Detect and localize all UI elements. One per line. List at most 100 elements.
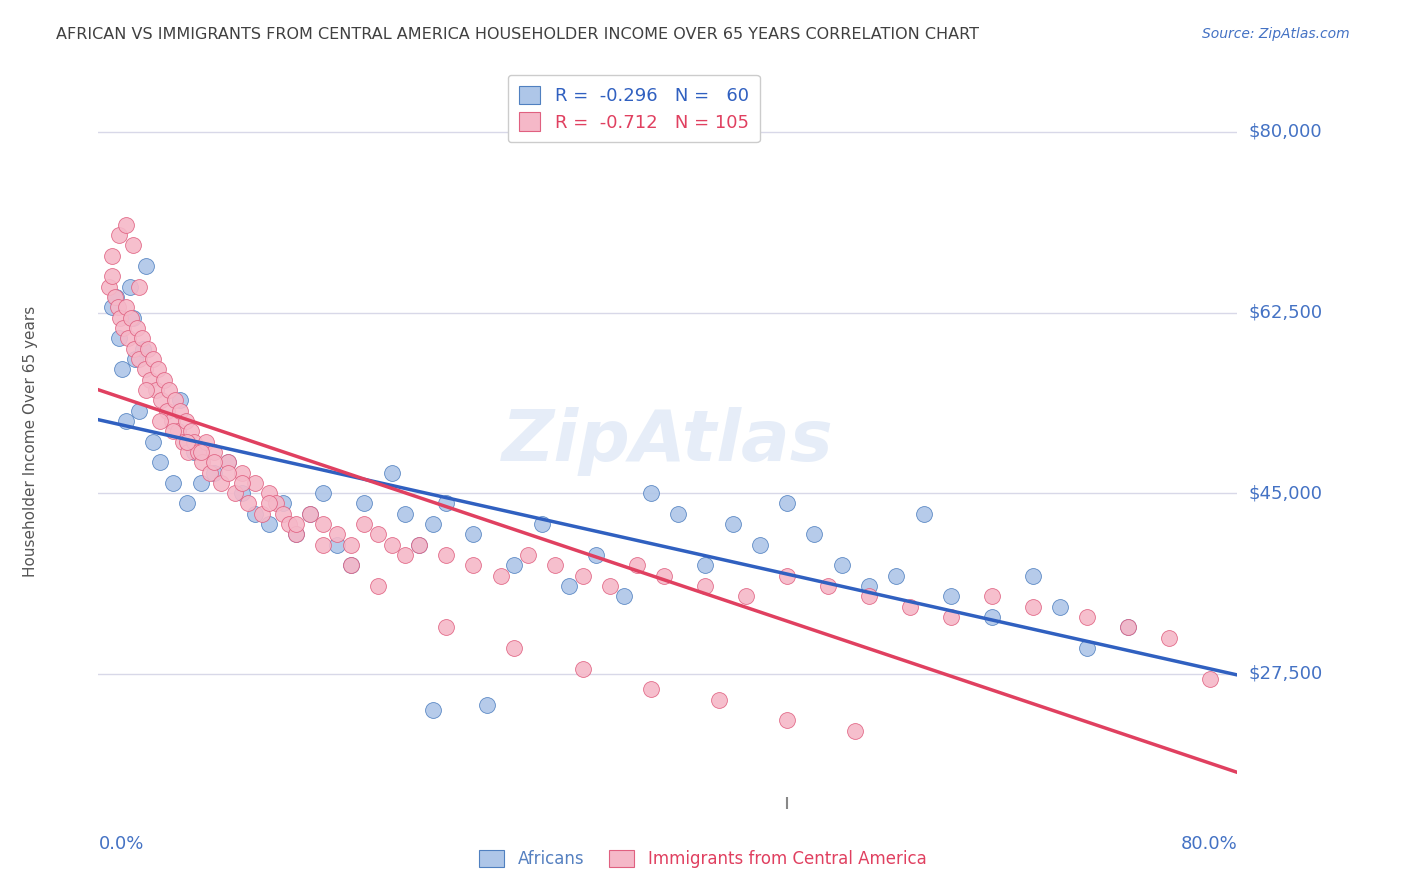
Point <box>114 414 136 428</box>
Point <box>285 517 308 532</box>
Point <box>408 538 430 552</box>
Point <box>858 579 880 593</box>
Point <box>339 558 361 573</box>
Point <box>463 527 485 541</box>
Point <box>202 455 225 469</box>
Point <box>172 434 194 449</box>
Point <box>125 321 148 335</box>
Point <box>110 362 132 376</box>
Point <box>558 579 581 593</box>
Point <box>278 517 301 532</box>
Point <box>463 558 485 573</box>
Point <box>128 351 150 366</box>
Point <box>132 342 155 356</box>
Point <box>434 620 457 634</box>
Point <box>980 590 1002 604</box>
Point <box>1199 672 1222 686</box>
Point <box>231 466 253 480</box>
Point <box>238 496 260 510</box>
Point <box>408 538 430 552</box>
Point <box>157 383 180 397</box>
Point <box>224 486 246 500</box>
Point <box>245 475 267 490</box>
Point <box>422 517 444 532</box>
Point <box>831 558 853 573</box>
Point <box>118 279 141 293</box>
Point <box>101 269 124 284</box>
Point <box>177 445 200 459</box>
Point <box>124 351 146 366</box>
Point <box>666 507 689 521</box>
Point <box>156 403 179 417</box>
Point <box>695 558 717 573</box>
Point <box>128 403 150 417</box>
Point <box>776 568 799 582</box>
Point <box>117 331 139 345</box>
Text: 0.0%: 0.0% <box>98 835 143 854</box>
Point <box>150 393 173 408</box>
Point <box>169 403 191 417</box>
Point <box>585 548 607 562</box>
Point <box>381 466 404 480</box>
Point <box>231 486 253 500</box>
Point <box>183 445 205 459</box>
Point <box>176 496 198 510</box>
Point <box>1076 640 1098 655</box>
Point <box>434 548 457 562</box>
Point <box>803 527 825 541</box>
Point <box>312 517 335 532</box>
Point <box>721 517 744 532</box>
Point <box>530 517 553 532</box>
Point <box>298 507 321 521</box>
Point <box>121 238 143 252</box>
Point <box>190 445 212 459</box>
Point <box>599 579 621 593</box>
Point <box>149 414 172 428</box>
Point <box>640 682 662 697</box>
Point <box>654 568 676 582</box>
Point <box>121 310 143 325</box>
Point <box>735 590 758 604</box>
Point <box>111 321 134 335</box>
Point <box>939 590 962 604</box>
Point <box>108 331 131 345</box>
Point <box>104 290 127 304</box>
Point <box>257 517 280 532</box>
Point <box>183 434 205 449</box>
Text: 80.0%: 80.0% <box>1181 835 1237 854</box>
Point <box>145 383 167 397</box>
Point <box>326 527 349 541</box>
Point <box>544 558 567 573</box>
Point <box>160 414 183 428</box>
Point <box>394 507 416 521</box>
Point <box>250 507 273 521</box>
Point <box>626 558 648 573</box>
Text: $80,000: $80,000 <box>1249 123 1322 141</box>
Point <box>367 527 389 541</box>
Point <box>503 640 526 655</box>
Point <box>394 548 416 562</box>
Point <box>844 723 866 738</box>
Point <box>148 362 170 376</box>
Point <box>571 662 593 676</box>
Point <box>122 342 145 356</box>
Point <box>110 310 132 325</box>
Point <box>190 475 212 490</box>
Point <box>707 692 730 706</box>
Point <box>217 455 239 469</box>
Legend: Africans, Immigrants from Central America: Africans, Immigrants from Central Americ… <box>472 843 934 875</box>
Point <box>202 466 225 480</box>
Point <box>169 393 191 408</box>
Point <box>353 517 375 532</box>
Point <box>939 610 962 624</box>
Point <box>1157 631 1180 645</box>
Point <box>195 434 218 449</box>
Point <box>191 455 214 469</box>
Legend: R =  -0.296   N =   60, R =  -0.712   N = 105: R = -0.296 N = 60, R = -0.712 N = 105 <box>508 75 759 143</box>
Point <box>142 434 165 449</box>
Text: ZipAtlas: ZipAtlas <box>502 407 834 476</box>
Point <box>134 362 156 376</box>
Point <box>153 373 176 387</box>
Point <box>136 342 159 356</box>
Point <box>312 486 335 500</box>
